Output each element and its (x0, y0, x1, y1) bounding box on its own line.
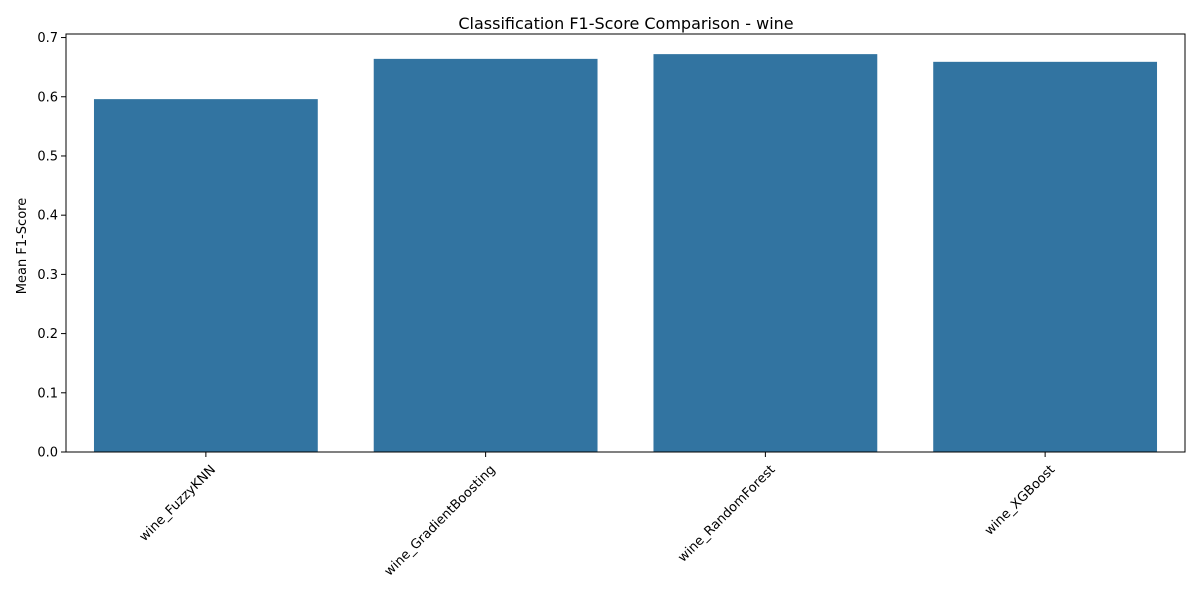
y-tick-label: 0.3 (37, 268, 58, 283)
bar-wine_XGBoost (933, 61, 1158, 452)
x-tick-label: wine_RandomForest (675, 462, 778, 565)
plot-frame-rect (65, 33, 1186, 453)
x-tick-label: wine_FuzzyKNN (137, 462, 219, 544)
chart-title: Classification F1-Score Comparison - win… (458, 14, 793, 33)
y-axis-label: Mean F1-Score (15, 198, 30, 294)
y-tick-label: 0.6 (37, 90, 58, 105)
bars-group (93, 54, 1158, 453)
y-tick-label: 0.5 (37, 149, 58, 164)
y-tick-label: 0.2 (37, 327, 58, 342)
bar-wine_FuzzyKNN (93, 99, 318, 453)
plot-frame (65, 33, 1186, 453)
y-tick-label: 0.7 (37, 31, 58, 46)
x-tick-label: wine_XGBoost (982, 462, 1058, 538)
bar-wine_RandomForest (653, 54, 878, 452)
bar-wine_GradientBoosting (373, 58, 598, 453)
y-axis: 0.0 0.1 0.2 0.3 0.4 0.5 0.6 0.7 (37, 31, 66, 461)
y-tick-label: 0.4 (37, 209, 58, 224)
x-tick-label: wine_GradientBoosting (382, 462, 499, 579)
y-tick-label: 0.0 (37, 446, 58, 461)
y-tick-label: 0.1 (37, 386, 58, 401)
x-axis: wine_FuzzyKNN wine_GradientBoosting wine_R… (137, 452, 1058, 579)
